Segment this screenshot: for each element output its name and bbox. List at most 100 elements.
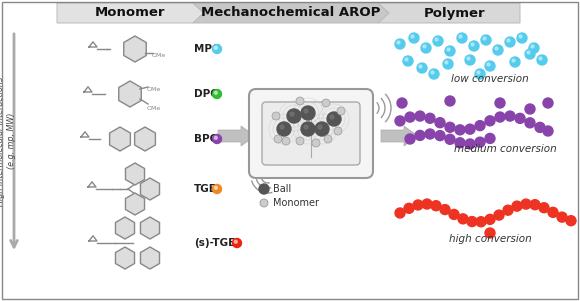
Circle shape	[212, 135, 222, 144]
Circle shape	[495, 98, 505, 108]
Circle shape	[557, 212, 567, 222]
Circle shape	[485, 214, 495, 224]
Circle shape	[214, 91, 218, 94]
Circle shape	[485, 228, 495, 238]
Circle shape	[537, 55, 547, 65]
Polygon shape	[140, 217, 160, 239]
Circle shape	[405, 134, 415, 144]
Circle shape	[458, 214, 468, 224]
Circle shape	[287, 109, 301, 123]
Circle shape	[465, 55, 475, 65]
Circle shape	[334, 127, 342, 135]
Circle shape	[435, 118, 445, 128]
Circle shape	[495, 112, 505, 122]
Circle shape	[443, 59, 453, 69]
Circle shape	[465, 139, 475, 149]
Circle shape	[512, 201, 522, 211]
Circle shape	[548, 207, 558, 217]
Circle shape	[566, 216, 576, 226]
Circle shape	[517, 33, 527, 43]
Polygon shape	[125, 193, 144, 215]
Circle shape	[505, 37, 515, 47]
Circle shape	[296, 97, 304, 105]
Circle shape	[395, 208, 405, 218]
Circle shape	[445, 46, 455, 56]
Polygon shape	[125, 163, 144, 185]
Circle shape	[476, 217, 486, 227]
Circle shape	[413, 200, 423, 210]
Circle shape	[510, 57, 520, 67]
Circle shape	[304, 125, 308, 129]
Circle shape	[457, 33, 467, 43]
Circle shape	[475, 69, 485, 79]
Text: Monomer: Monomer	[273, 198, 319, 208]
Circle shape	[290, 112, 294, 116]
Circle shape	[274, 135, 282, 143]
Circle shape	[233, 238, 241, 247]
Text: OMe: OMe	[147, 106, 161, 111]
Circle shape	[214, 136, 218, 139]
Circle shape	[214, 46, 218, 49]
Circle shape	[515, 113, 525, 123]
Circle shape	[527, 51, 530, 54]
Circle shape	[409, 33, 419, 43]
Text: Monomer: Monomer	[95, 7, 166, 20]
Circle shape	[435, 38, 438, 41]
Circle shape	[521, 199, 531, 209]
FancyBboxPatch shape	[249, 89, 373, 178]
Text: Mechanochemical AROP: Mechanochemical AROP	[201, 7, 380, 20]
Circle shape	[507, 39, 510, 42]
Circle shape	[467, 57, 470, 60]
Circle shape	[397, 98, 407, 108]
Circle shape	[259, 184, 269, 194]
Polygon shape	[115, 247, 135, 269]
Circle shape	[535, 123, 545, 132]
Circle shape	[403, 56, 413, 66]
Circle shape	[421, 43, 431, 53]
Circle shape	[397, 41, 400, 44]
Circle shape	[475, 137, 485, 147]
Circle shape	[525, 118, 535, 128]
Text: BPG: BPG	[194, 134, 218, 144]
Circle shape	[449, 209, 459, 219]
Circle shape	[312, 139, 320, 147]
Circle shape	[431, 201, 441, 211]
Text: (s)-TGE: (s)-TGE	[194, 238, 235, 248]
Circle shape	[477, 71, 480, 74]
Circle shape	[445, 134, 455, 144]
Circle shape	[471, 43, 474, 46]
Text: low conversion: low conversion	[451, 74, 529, 84]
Circle shape	[530, 200, 540, 210]
Circle shape	[272, 112, 280, 120]
Circle shape	[411, 35, 414, 38]
Circle shape	[322, 99, 330, 107]
Circle shape	[483, 37, 486, 40]
Circle shape	[539, 57, 542, 60]
Circle shape	[405, 112, 415, 122]
Polygon shape	[124, 36, 146, 62]
Circle shape	[318, 125, 322, 129]
Circle shape	[260, 199, 268, 207]
Circle shape	[415, 130, 425, 140]
Text: TGE: TGE	[194, 184, 217, 194]
Text: Ball: Ball	[273, 184, 291, 194]
Circle shape	[425, 129, 435, 139]
Circle shape	[503, 205, 513, 215]
Circle shape	[440, 205, 450, 215]
Text: medium conversion: medium conversion	[454, 144, 556, 154]
Circle shape	[459, 35, 462, 38]
Polygon shape	[218, 126, 255, 146]
Circle shape	[212, 185, 222, 194]
Circle shape	[465, 124, 475, 134]
Circle shape	[529, 43, 539, 53]
Circle shape	[512, 59, 515, 62]
Circle shape	[445, 96, 455, 106]
Circle shape	[395, 116, 405, 126]
Polygon shape	[378, 3, 520, 23]
Circle shape	[481, 35, 491, 45]
Circle shape	[212, 45, 222, 54]
Circle shape	[475, 121, 485, 131]
Circle shape	[304, 109, 308, 113]
Circle shape	[433, 36, 443, 46]
Polygon shape	[115, 217, 135, 239]
